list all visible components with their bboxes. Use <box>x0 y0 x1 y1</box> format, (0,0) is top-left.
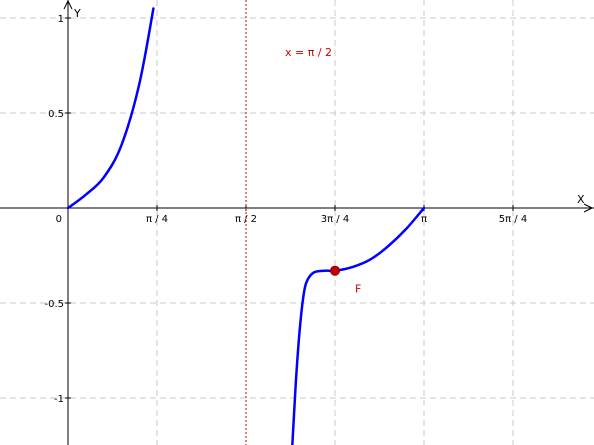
curve-segment-0-0 <box>66 7 155 210</box>
x-tick-label-3: π <box>421 214 427 225</box>
points: F <box>330 265 361 296</box>
y-tick-label-3: -1 <box>54 394 64 405</box>
tick-labels: 0 π / 4 π / 2 3π / 4 π 5π / 4 1 0.5 -0.5 -1 <box>44 14 527 405</box>
x-axis-label: X <box>577 193 585 206</box>
x-tick-label-4: 5π / 4 <box>499 214 527 225</box>
curve-segment-0-1 <box>291 206 426 445</box>
point-F[interactable] <box>330 265 340 276</box>
asymptote: x = π / 2 <box>245 0 332 445</box>
y-axis-arrow <box>63 0 73 10</box>
point-label-F: F <box>355 283 361 296</box>
x-tick-label-0: π / 4 <box>146 214 168 225</box>
asymptote-label: x = π / 2 <box>285 46 332 59</box>
y-tick-label-1: 0.5 <box>48 109 64 120</box>
y-axis-label: Y <box>73 7 81 20</box>
x-tick-label-1: π / 2 <box>235 214 257 225</box>
y-tick-label-2: -0.5 <box>44 299 64 310</box>
origin-label: 0 <box>56 214 62 225</box>
x-tick-label-2: 3π / 4 <box>321 214 349 225</box>
x-axis-arrow <box>583 203 593 213</box>
y-tick-label-0: 1 <box>58 14 64 25</box>
curve <box>66 7 426 445</box>
